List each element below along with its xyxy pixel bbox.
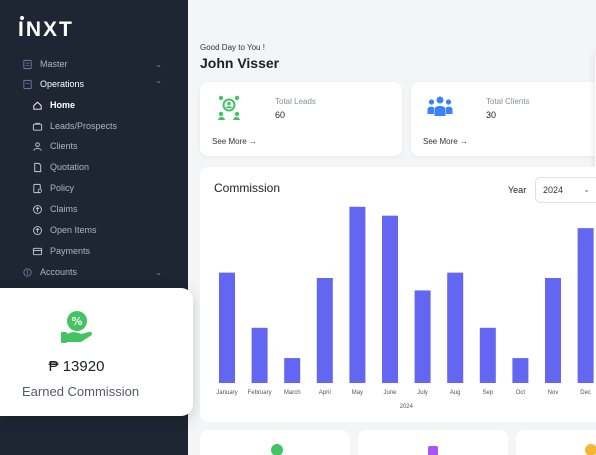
- bottom-card-3: [516, 430, 596, 455]
- stat-label: Total Clients: [486, 97, 530, 106]
- total-leads-card: Total Leads 60 See More →: [200, 82, 402, 156]
- sidebar-item-open-items[interactable]: Open Items: [0, 220, 188, 240]
- nav-group-label: Accounts: [40, 267, 78, 277]
- home-icon: [30, 98, 44, 112]
- master-icon: [20, 57, 34, 71]
- claims-stats-icon: [585, 444, 596, 455]
- year-select-value: 2024: [543, 185, 564, 195]
- user-name: John Visser: [200, 55, 280, 71]
- clients-icon: [30, 139, 44, 153]
- bar-april[interactable]: [316, 277, 333, 383]
- x-tick-label: April: [319, 390, 331, 396]
- accounts-icon: [20, 265, 34, 279]
- stat-value: 30: [486, 110, 497, 120]
- sidebar-item-label: Clients: [50, 141, 78, 151]
- chevron-down-icon: ⌄: [583, 185, 590, 194]
- x-tick-label: Sep: [482, 390, 493, 396]
- bottom-card-1: [200, 430, 350, 455]
- bar-oct[interactable]: [512, 358, 529, 383]
- x-tick-label: January: [216, 390, 237, 396]
- stat-value: 60: [275, 110, 286, 120]
- sidebar-item-label: Payments: [50, 246, 91, 256]
- clients-group-icon: [427, 96, 453, 116]
- sidebar-item-quotation[interactable]: Quotation: [0, 157, 188, 177]
- bar-sep[interactable]: [479, 327, 496, 383]
- bar-july[interactable]: [414, 290, 431, 383]
- sidebar-item-label: Leads/Prospects: [50, 121, 118, 131]
- nav-group-master[interactable]: Master ⌄: [0, 54, 188, 74]
- bar-may[interactable]: [349, 206, 366, 383]
- bar-february[interactable]: [251, 327, 268, 383]
- policy-icon: [30, 181, 44, 195]
- bar-dec[interactable]: [577, 228, 594, 383]
- hand-commission-icon: %: [61, 311, 93, 343]
- x-tick-label: March: [284, 390, 301, 396]
- sidebar-item-label: Home: [50, 100, 76, 110]
- sidebar-item-clients[interactable]: Clients: [0, 136, 188, 156]
- svg-text:%: %: [71, 315, 82, 328]
- commission-chart: January February March April May June July Aug S…: [216, 206, 594, 410]
- bar-january[interactable]: [219, 272, 235, 383]
- sidebar-item-label: Quotation: [50, 162, 90, 172]
- app-logo: INXT: [18, 18, 74, 41]
- earned-commission-card: % ₱ 13920 Earned Commission: [0, 288, 193, 416]
- leads-icon: [218, 95, 240, 120]
- nav-group-label: Operations: [40, 79, 85, 89]
- commission-icon: [271, 444, 283, 455]
- sidebar-item-home[interactable]: Home: [0, 95, 188, 115]
- chart-title: Commission: [214, 181, 281, 195]
- x-axis-label: 2024: [400, 404, 414, 410]
- bottom-card-2: [358, 430, 508, 455]
- logo-dot: [20, 16, 24, 20]
- x-tick-label: Oct: [516, 390, 526, 396]
- document-icon: [30, 160, 44, 174]
- bar-march[interactable]: [284, 358, 301, 383]
- year-label: Year: [508, 185, 527, 195]
- sidebar-item-label: Policy: [50, 183, 75, 193]
- x-tick-label: February: [248, 390, 272, 396]
- stat-label: Total Leads: [275, 97, 316, 106]
- x-tick-label: Aug: [450, 390, 461, 396]
- nav-group-accounts[interactable]: Accounts ⌄: [0, 262, 188, 282]
- folder-icon: [30, 119, 44, 133]
- open-items-icon: [30, 223, 44, 237]
- commission-chart-card: January February March April May June July Aug S…: [200, 167, 596, 422]
- x-tick-label: May: [352, 390, 363, 396]
- sidebar-item-leads[interactable]: Leads/Prospects: [0, 116, 188, 136]
- sidebar-item-label: Open Items: [50, 225, 97, 235]
- nav-group-label: Master: [40, 59, 68, 69]
- sidebar-item-label: Claims: [50, 204, 78, 214]
- sidebar-item-policy[interactable]: Policy: [0, 178, 188, 198]
- claims-icon: [30, 202, 44, 216]
- bar-june[interactable]: [382, 215, 398, 383]
- earned-commission-amount: ₱ 13920: [48, 358, 105, 375]
- x-tick-label: Nov: [548, 390, 559, 396]
- sidebar-item-claims[interactable]: Claims: [0, 199, 188, 219]
- policy-stats-icon: [428, 446, 438, 455]
- nav-group-operations[interactable]: Operations ⌃: [0, 74, 188, 94]
- operations-icon: [20, 77, 34, 91]
- total-clients-card: Total Clients 30 See More →: [411, 82, 596, 156]
- greeting-text: Good Day to You !: [200, 43, 265, 52]
- sidebar-item-payments[interactable]: Payments: [0, 241, 188, 261]
- x-tick-label: June: [383, 390, 397, 396]
- earned-commission-label: Earned Commission: [22, 384, 140, 399]
- chevron-up-icon: ⌃: [155, 79, 162, 89]
- chevron-down-icon: ⌄: [155, 267, 162, 277]
- x-tick-label: Dec: [580, 390, 591, 396]
- bar-aug[interactable]: [447, 272, 464, 383]
- x-tick-label: July: [417, 390, 428, 396]
- bar-nov[interactable]: [545, 277, 561, 383]
- see-more-clients-link[interactable]: See More →: [423, 137, 468, 146]
- card-icon: [30, 244, 44, 258]
- year-select[interactable]: 2024 ⌄: [535, 177, 596, 203]
- see-more-leads-link[interactable]: See More →: [212, 137, 257, 146]
- chevron-down-icon: ⌄: [155, 59, 162, 69]
